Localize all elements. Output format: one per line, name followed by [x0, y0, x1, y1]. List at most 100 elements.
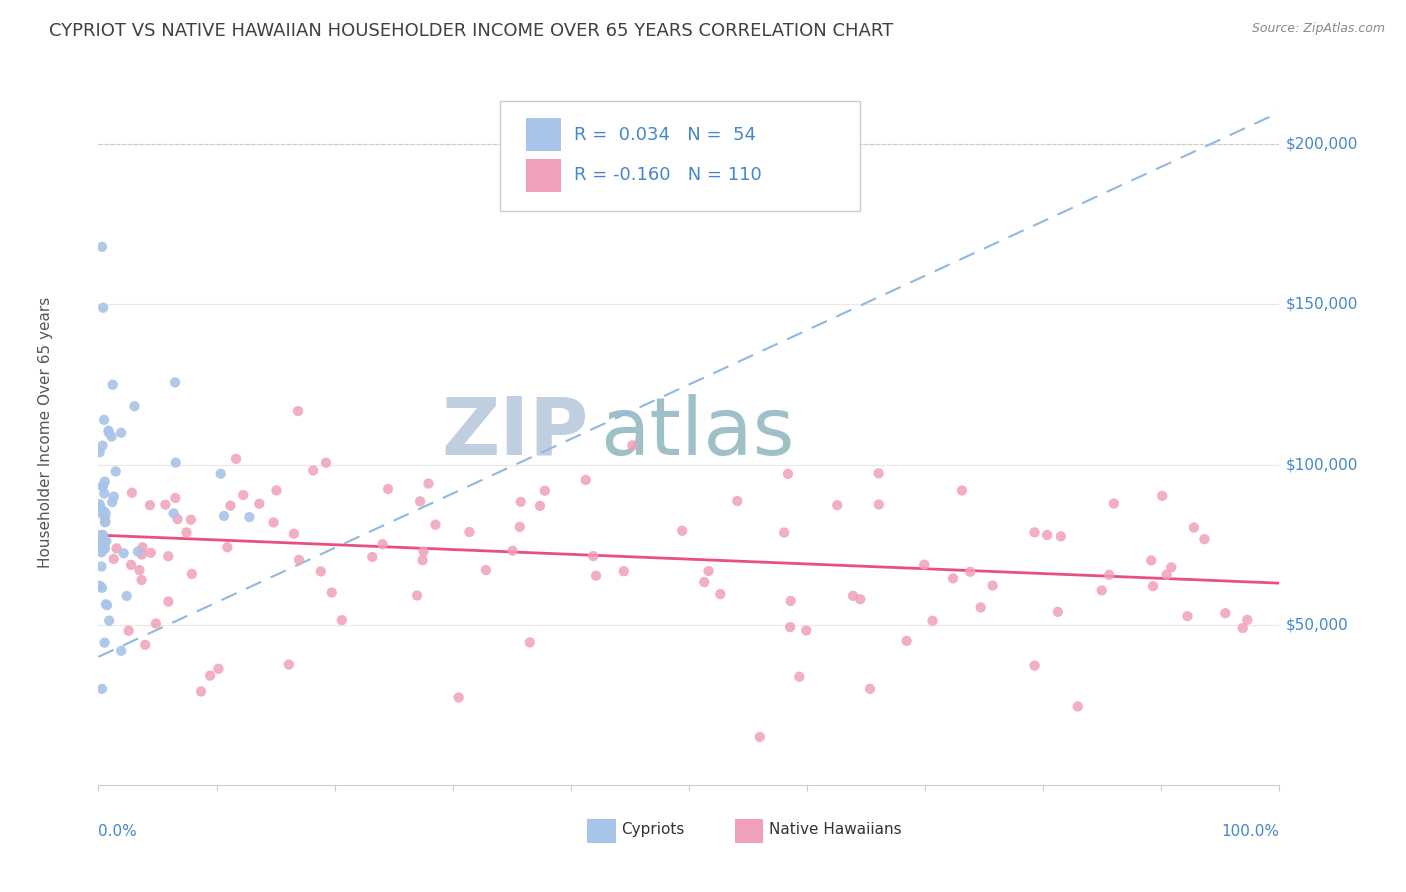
Point — [1102, 496, 1125, 510]
Text: 0.0%: 0.0% — [98, 823, 138, 838]
Point — [91, 479, 114, 493]
Point — [309, 565, 332, 579]
Text: R =  0.034   N =  54: R = 0.034 N = 54 — [575, 126, 756, 144]
FancyBboxPatch shape — [588, 820, 616, 844]
Point — [94, 507, 117, 521]
Point — [112, 546, 135, 560]
Point — [1046, 605, 1069, 619]
Point — [139, 498, 162, 512]
FancyBboxPatch shape — [735, 820, 763, 844]
Point — [91, 534, 114, 549]
Point — [131, 541, 153, 555]
Text: $100,000: $100,000 — [1285, 458, 1358, 472]
Point — [748, 730, 770, 744]
Point — [96, 598, 118, 612]
Point — [1024, 658, 1046, 673]
Point — [91, 439, 114, 453]
Point — [447, 690, 470, 705]
Point — [89, 445, 111, 459]
Point — [93, 541, 115, 555]
Point — [970, 600, 993, 615]
Point — [361, 549, 384, 564]
Point — [97, 424, 120, 438]
Point — [425, 517, 447, 532]
Point — [134, 638, 156, 652]
Point — [94, 515, 117, 529]
Point — [412, 544, 434, 558]
Point — [371, 537, 394, 551]
Point — [1024, 525, 1046, 540]
Text: atlas: atlas — [600, 393, 794, 472]
Point — [263, 516, 285, 530]
Point — [779, 594, 801, 608]
Point — [90, 528, 112, 542]
Point — [1152, 489, 1174, 503]
Point — [98, 614, 121, 628]
Point — [621, 438, 644, 452]
Point — [585, 568, 607, 582]
Point — [582, 549, 605, 563]
Point — [165, 456, 187, 470]
Point — [104, 464, 127, 478]
Point — [127, 544, 149, 558]
Point — [406, 589, 429, 603]
Point — [671, 524, 693, 538]
Point — [725, 494, 748, 508]
Point — [942, 571, 965, 585]
Point — [330, 613, 353, 627]
Point — [509, 495, 531, 509]
Point — [157, 549, 180, 564]
Point — [91, 240, 114, 254]
Text: Source: ZipAtlas.com: Source: ZipAtlas.com — [1251, 22, 1385, 36]
Point — [176, 525, 198, 540]
Point — [103, 552, 125, 566]
Point — [89, 497, 111, 511]
Point — [209, 467, 232, 481]
Point — [1194, 532, 1216, 546]
Point — [697, 564, 720, 578]
Point — [912, 558, 935, 572]
Point — [794, 624, 817, 638]
Point — [981, 578, 1004, 592]
Point — [90, 500, 112, 515]
Text: $200,000: $200,000 — [1285, 136, 1358, 152]
Point — [93, 486, 115, 500]
Point — [162, 507, 184, 521]
Point — [709, 587, 731, 601]
Point — [509, 520, 531, 534]
Point — [789, 670, 811, 684]
Point — [93, 635, 115, 649]
Point — [94, 541, 117, 556]
Point — [94, 511, 117, 525]
Point — [101, 377, 124, 392]
Point — [232, 488, 254, 502]
Point — [225, 451, 247, 466]
Point — [950, 483, 973, 498]
Point — [100, 429, 122, 443]
Point — [90, 559, 112, 574]
Text: Householder Income Over 65 years: Householder Income Over 65 years — [38, 297, 53, 568]
Point — [89, 506, 111, 520]
Point — [613, 564, 636, 578]
Point — [1142, 579, 1164, 593]
Text: $150,000: $150,000 — [1285, 297, 1358, 312]
Point — [529, 499, 551, 513]
Point — [458, 524, 481, 539]
Point — [502, 543, 524, 558]
Point — [90, 541, 112, 555]
Point — [117, 624, 139, 638]
Text: ZIP: ZIP — [441, 393, 589, 472]
Point — [157, 594, 180, 608]
Point — [321, 585, 343, 599]
FancyBboxPatch shape — [526, 159, 561, 192]
Point — [773, 525, 796, 540]
Point — [89, 579, 111, 593]
Point — [921, 614, 943, 628]
Point — [207, 662, 229, 676]
Point — [1140, 553, 1163, 567]
Point — [315, 456, 337, 470]
Point — [1156, 567, 1178, 582]
Point — [165, 491, 187, 505]
Point — [287, 404, 309, 418]
Point — [1177, 609, 1199, 624]
